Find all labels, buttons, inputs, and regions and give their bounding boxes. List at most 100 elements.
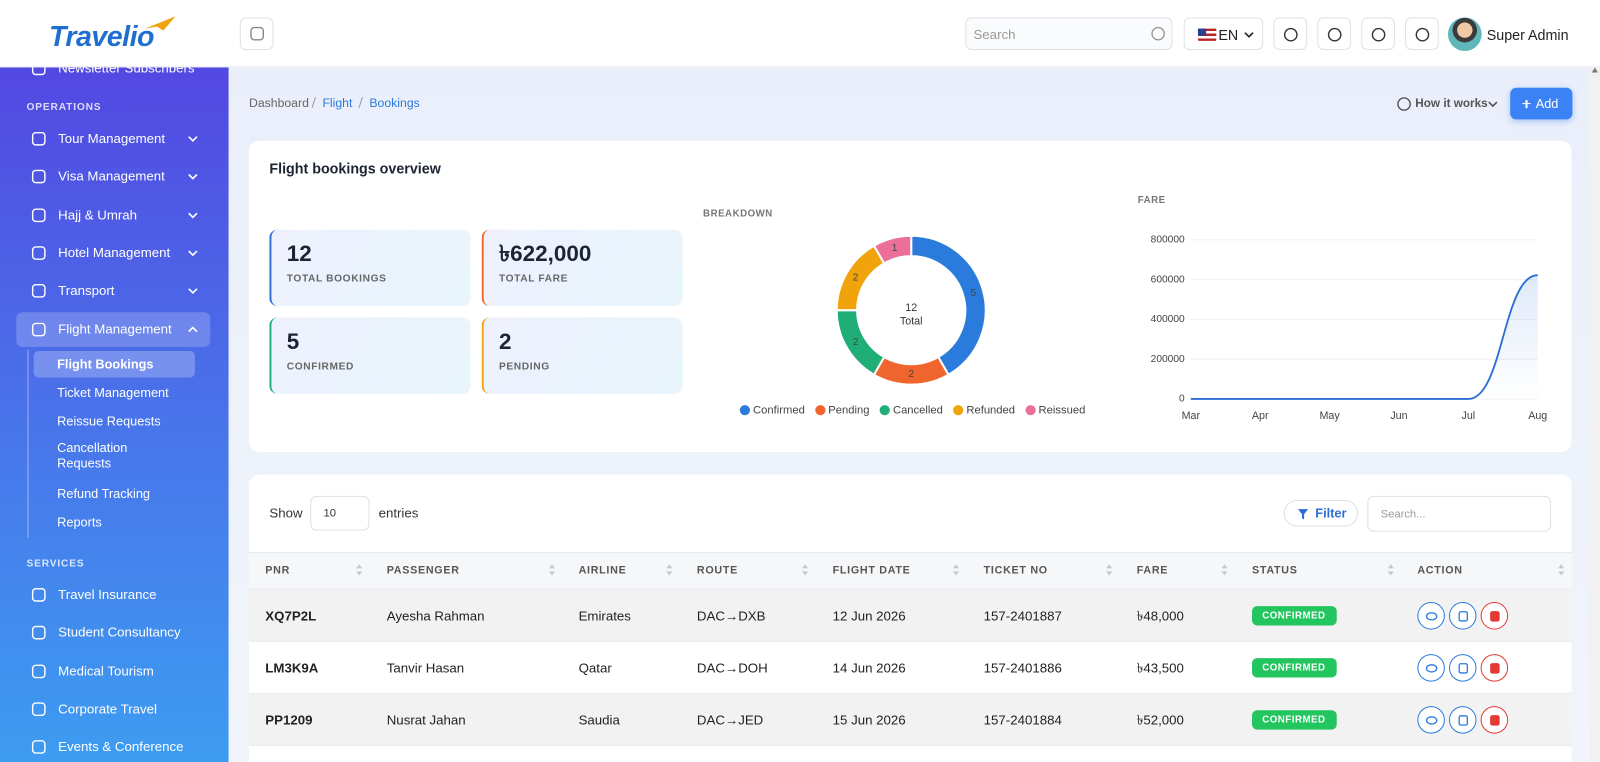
table-cell: LM3K9A — [265, 660, 319, 676]
menu-chevron — [188, 174, 198, 181]
section-title: OPERATIONS — [26, 102, 102, 114]
menu-icon — [31, 208, 46, 222]
edit-button[interactable] — [1448, 654, 1477, 682]
search-box[interactable]: Search — [965, 17, 1173, 50]
column-header[interactable]: STATUS — [1252, 564, 1298, 577]
chevron — [188, 136, 198, 142]
table-cell: Saudia — [578, 712, 620, 728]
submenu-item[interactable]: Ticket Management — [57, 385, 169, 400]
x-tick-label: Mar — [1182, 410, 1201, 422]
table-cell: ৳52,000 — [1136, 712, 1184, 728]
legend-swatch — [739, 405, 750, 416]
filter-icon — [1297, 509, 1309, 520]
column-header[interactable]: PASSENGER — [386, 564, 460, 577]
action-icon — [1425, 716, 1438, 725]
menu-chevron — [188, 136, 198, 142]
menu-item[interactable]: Transport — [58, 282, 115, 299]
view-button[interactable] — [1417, 654, 1445, 682]
filter-button[interactable]: Filter — [1283, 499, 1359, 527]
language-select[interactable]: EN — [1183, 17, 1264, 50]
submenu-item[interactable]: Refund Tracking — [57, 486, 151, 502]
view-button[interactable] — [1417, 706, 1445, 734]
y-tick-label: 0 — [1179, 394, 1185, 405]
edit-button[interactable] — [1448, 706, 1477, 734]
menu-item[interactable]: Hajj & Umrah — [58, 206, 138, 223]
edit-button[interactable] — [1448, 602, 1477, 630]
menu-icon — [31, 131, 46, 146]
action-icon — [1425, 612, 1438, 621]
icon-shape — [31, 284, 46, 298]
icon-shape — [1151, 26, 1165, 41]
stat-label: CONFIRMED — [286, 361, 355, 373]
icon-shape — [31, 169, 46, 184]
menu-icon — [31, 322, 46, 336]
action-icon — [1490, 715, 1500, 726]
icon-shape — [31, 322, 46, 336]
action-icon — [1490, 611, 1500, 622]
table-search[interactable]: Search... — [1367, 495, 1552, 532]
search-placeholder: Search — [973, 26, 1016, 42]
submenu-item[interactable]: Reports — [57, 515, 102, 530]
legend-label: Cancelled — [892, 404, 943, 417]
sort-icon — [802, 564, 809, 576]
menu-item[interactable]: Flight Management — [58, 320, 172, 337]
menu-item[interactable]: Student Consultancy — [58, 624, 181, 641]
globe-button[interactable] — [1273, 17, 1308, 50]
chevron — [1488, 101, 1498, 108]
column-header[interactable]: AIRLINE — [578, 564, 627, 577]
theme-button[interactable] — [1361, 17, 1395, 50]
icon-shape — [31, 208, 46, 222]
legend-label: Confirmed — [753, 404, 805, 417]
column-header[interactable]: ROUTE — [696, 564, 739, 577]
legend-label: Refunded — [966, 404, 1016, 417]
menu-item[interactable]: Tour Management — [58, 130, 166, 146]
menu-item[interactable]: Visa Management — [58, 168, 165, 184]
delete-button[interactable] — [1480, 654, 1509, 682]
donut-center-label: Total — [900, 315, 923, 327]
collapse-button[interactable] — [239, 17, 274, 50]
table-cell: 12 Jun 2026 — [832, 608, 906, 624]
menu-chevron — [188, 212, 198, 219]
submenu-item[interactable]: Cancellation Requests — [57, 440, 128, 471]
menu-icon — [31, 626, 46, 640]
breadcrumb-item[interactable]: Dashboard — [248, 95, 309, 111]
chevron — [1244, 32, 1254, 38]
legend-swatch — [1025, 405, 1036, 416]
view-button[interactable] — [1417, 602, 1445, 630]
icon-shape — [1327, 27, 1342, 42]
menu-item[interactable]: Corporate Travel — [58, 700, 157, 717]
segment-label: 2 — [853, 337, 859, 348]
stat-card: 2 PENDING — [481, 317, 683, 394]
sort-arrows — [1558, 564, 1565, 576]
entries-input[interactable]: 10 — [310, 495, 370, 531]
notification-button[interactable] — [1405, 17, 1439, 50]
how-it-works[interactable]: How it works — [1415, 97, 1488, 111]
line-series — [1190, 274, 1538, 400]
filter-shape — [1297, 509, 1309, 520]
delete-button[interactable] — [1480, 706, 1509, 734]
menu-item[interactable]: Hotel Management — [58, 244, 171, 261]
user-name: Super Admin — [1486, 26, 1569, 43]
breadcrumb-item: Bookings — [369, 95, 420, 111]
add-button[interactable]: Add — [1510, 87, 1573, 120]
column-header[interactable]: FLIGHT DATE — [832, 564, 911, 577]
legend-label: Pending — [828, 404, 870, 417]
menu-item[interactable]: Travel Insurance — [58, 586, 157, 603]
sort-icon — [666, 564, 673, 576]
delete-button[interactable] — [1480, 602, 1509, 630]
submenu-item[interactable]: Flight Bookings — [57, 357, 154, 372]
search-placeholder: Search... — [1380, 508, 1426, 521]
table-cell: ৳48,000 — [1136, 608, 1184, 624]
brand-logo: Travelio — [48, 20, 154, 53]
menu-item[interactable]: Medical Tourism — [58, 662, 154, 679]
column-header[interactable]: ACTION — [1417, 564, 1463, 577]
menu-item[interactable]: Events & Conference — [58, 738, 184, 755]
menu-icon — [31, 702, 46, 716]
refresh-button[interactable] — [1317, 17, 1352, 50]
breadcrumb-item[interactable]: Flight — [322, 95, 353, 111]
column-header[interactable]: TICKET NO — [983, 564, 1048, 577]
column-header[interactable]: PNR — [265, 564, 291, 577]
column-header[interactable]: FARE — [1136, 564, 1169, 577]
submenu-item[interactable]: Reissue Requests — [57, 414, 161, 429]
